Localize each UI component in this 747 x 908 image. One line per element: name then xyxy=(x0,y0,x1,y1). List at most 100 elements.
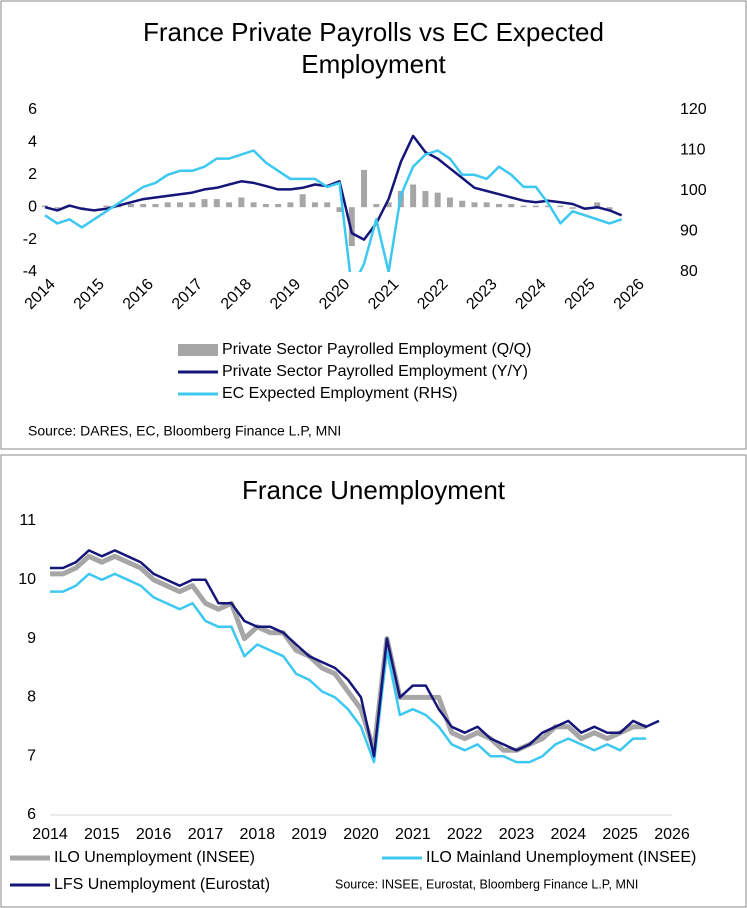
legend-label: ILO Mainland Unemployment (INSEE) xyxy=(426,849,696,866)
legend-label: Private Sector Payrolled Employment (Q/Q… xyxy=(222,341,531,358)
y2-tick-label: 120 xyxy=(680,101,707,118)
x-tick-label: 2026 xyxy=(611,276,648,313)
y2-tick-label: 110 xyxy=(680,142,706,159)
bar xyxy=(434,192,441,208)
x-tick-label: 2019 xyxy=(267,276,304,313)
bar xyxy=(250,202,257,208)
bar xyxy=(532,205,539,208)
bar xyxy=(373,203,380,208)
bar xyxy=(275,203,282,208)
legend-label: ILO Unemployment (INSEE) xyxy=(54,849,255,866)
x-tick-label: 2024 xyxy=(512,276,549,313)
x-tick-label: 2017 xyxy=(169,276,206,313)
x-tick-label: 2023 xyxy=(463,276,500,313)
x-tick-label: 2018 xyxy=(218,276,255,313)
y-tick-label: 9 xyxy=(27,630,36,647)
bar xyxy=(226,202,233,208)
y-tick-label: 10 xyxy=(18,571,36,588)
bar xyxy=(140,203,147,208)
bar xyxy=(152,203,159,208)
line-series xyxy=(50,572,647,764)
line-series xyxy=(50,553,647,753)
x-tick-label: 2014 xyxy=(32,826,68,843)
x-tick-label: 2018 xyxy=(240,826,276,843)
bar xyxy=(446,197,453,208)
bar xyxy=(262,203,269,208)
plot-area xyxy=(42,134,623,272)
bar xyxy=(299,194,306,208)
source-note: Source: DARES, EC, Bloomberg Finance L.P… xyxy=(28,423,341,439)
y-tick-label: 8 xyxy=(27,689,36,706)
line-series xyxy=(44,149,623,272)
bar xyxy=(324,202,331,208)
bar xyxy=(348,207,355,247)
chart-title: France Unemployment xyxy=(242,475,505,505)
y-tick-label: -4 xyxy=(23,263,37,280)
y-tick-label: 4 xyxy=(28,134,37,151)
x-tick-label: 2025 xyxy=(562,276,599,313)
x-tick-label: 2014 xyxy=(22,276,59,313)
bar xyxy=(54,207,61,209)
bar xyxy=(311,202,318,208)
bar xyxy=(422,191,429,208)
chart-frame xyxy=(0,0,747,450)
y2-tick-label: 90 xyxy=(680,223,698,240)
x-tick-label: 2017 xyxy=(188,826,224,843)
y-tick-label: 6 xyxy=(27,806,36,823)
bar xyxy=(496,203,503,208)
y-tick-label: 2 xyxy=(28,166,37,183)
bar xyxy=(103,205,110,208)
x-tick-label: 2022 xyxy=(414,276,451,313)
legend-swatch xyxy=(178,344,218,356)
x-tick-label: 2021 xyxy=(395,826,431,843)
x-tick-label: 2026 xyxy=(654,826,690,843)
bar xyxy=(238,197,245,208)
x-tick-label: 2021 xyxy=(365,276,402,313)
y-tick-label: 0 xyxy=(28,198,37,215)
x-tick-label: 2016 xyxy=(120,276,157,313)
bar xyxy=(569,207,576,209)
bar xyxy=(201,199,208,208)
x-tick-label: 2024 xyxy=(551,826,587,843)
x-tick-label: 2015 xyxy=(71,276,108,313)
bar xyxy=(520,205,527,208)
x-tick-label: 2020 xyxy=(316,276,353,313)
x-tick-label: 2015 xyxy=(84,826,120,843)
x-tick-label: 2019 xyxy=(291,826,327,843)
bar xyxy=(471,202,478,208)
bar xyxy=(164,202,171,208)
y2-tick-label: 100 xyxy=(680,182,707,199)
x-tick-label: 2023 xyxy=(499,826,535,843)
y-tick-label: 11 xyxy=(19,512,36,529)
bar xyxy=(287,202,294,208)
x-tick-label: 2025 xyxy=(602,826,638,843)
chart-frame xyxy=(0,454,747,908)
bar xyxy=(42,205,48,208)
bar xyxy=(459,200,466,208)
y-tick-label: 6 xyxy=(28,101,37,118)
bar xyxy=(176,202,183,208)
bar xyxy=(410,184,417,208)
bar xyxy=(483,202,490,208)
legend-label: Private Sector Payrolled Employment (Y/Y… xyxy=(222,363,528,380)
source-note: Source: INSEE, Eurostat, Bloomberg Finan… xyxy=(335,877,638,891)
y-tick-label: 7 xyxy=(27,747,36,764)
bar xyxy=(557,205,564,208)
legend-label: LFS Unemployment (Eurostat) xyxy=(54,876,270,893)
x-tick-label: 2016 xyxy=(136,826,172,843)
bar xyxy=(213,199,220,208)
bar xyxy=(508,203,515,208)
bar xyxy=(606,207,613,211)
x-tick-label: 2022 xyxy=(447,826,483,843)
bar xyxy=(336,207,343,213)
bar xyxy=(594,202,601,208)
legend-label: EC Expected Employment (RHS) xyxy=(222,385,458,402)
bar xyxy=(385,202,392,208)
bar xyxy=(545,205,552,208)
line-series xyxy=(50,549,660,758)
y2-tick-label: 80 xyxy=(680,263,698,280)
bar xyxy=(127,203,134,208)
y-tick-label: -2 xyxy=(23,231,37,248)
